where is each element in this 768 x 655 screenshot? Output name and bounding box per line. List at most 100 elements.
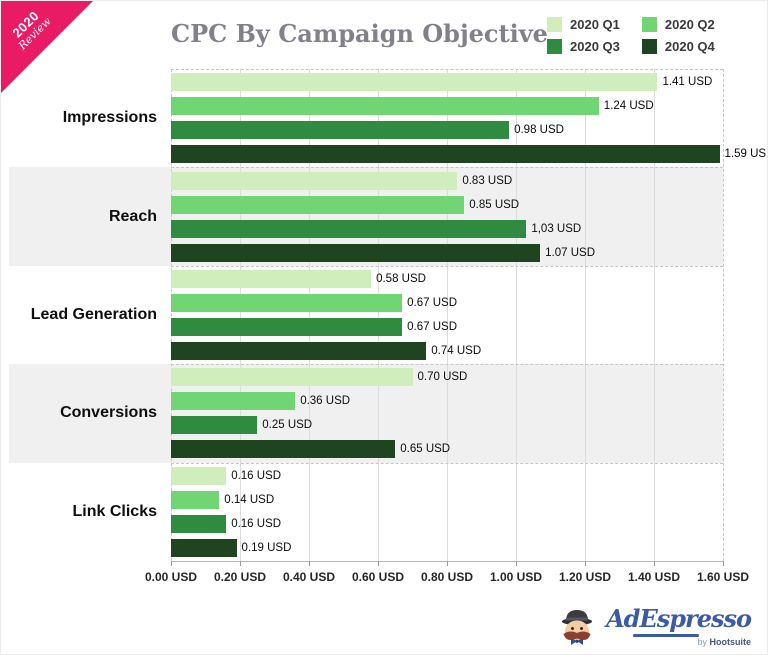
gridline <box>585 69 586 561</box>
axis-tick <box>309 561 310 566</box>
chart-title: CPC By Campaign Objective <box>171 19 548 48</box>
gridline <box>309 69 310 561</box>
bar-value-label: 0.74 USD <box>431 345 482 358</box>
axis-tick-label: 0.40 USD <box>282 570 336 584</box>
bar-value-label: 0.36 USD <box>300 395 351 408</box>
category-label: Impressions <box>62 109 157 127</box>
bar-value-label: 0.16 USD <box>231 469 282 482</box>
axis-tick-label: 0.20 USD <box>213 570 267 584</box>
bar-value-label: 0.67 USD <box>407 321 457 334</box>
axis-tick <box>585 561 586 566</box>
bar-2020-q2 <box>171 195 465 214</box>
gridline <box>723 69 724 561</box>
bar-row: 0.25 USD <box>171 416 723 435</box>
bar-2020-q4 <box>171 538 237 557</box>
bar-value-label: 0.58 USD <box>376 273 426 286</box>
bar-row: 1.07 USD <box>171 243 723 262</box>
bar-row: 0.98 USD <box>171 121 723 140</box>
bar-value-label: 1.59 USD <box>724 148 767 161</box>
bar-2020-q4 <box>171 342 427 361</box>
adespresso-wordmark: AdEspresso <box>606 604 752 633</box>
bar-group: 0.83 USD 0.85 USD 1,03 USD 1.07 USD <box>171 167 723 265</box>
axis-tick-label: 1.60 USD <box>696 570 750 584</box>
bar-row: 0.65 USD <box>171 440 723 459</box>
legend: 2020 Q1 2020 Q2 2020 Q3 2020 Q4 <box>547 17 715 54</box>
bar-row: 0.36 USD <box>171 392 723 411</box>
bar-2020-q2 <box>171 294 403 313</box>
bar-value-label: 1.07 USD <box>545 246 595 259</box>
bar-value-label: 0.67 USD <box>407 297 457 310</box>
bar-2020-q3 <box>171 318 403 337</box>
bar-2020-q3 <box>171 219 527 238</box>
bar-row: 0.85 USD <box>171 195 723 214</box>
plot-gridlines <box>171 69 724 561</box>
bar-2020-q1 <box>171 73 658 92</box>
bar-row: 1.41 USD <box>171 73 723 92</box>
bar-value-label: 1.24 USD <box>603 100 654 113</box>
axis-tick <box>240 561 241 566</box>
adespresso-mascot-icon <box>562 610 593 645</box>
bar-group: 1.41 USD 1.24 USD 0.98 USD 1.59 USD <box>171 69 767 167</box>
axis-tick <box>516 561 517 566</box>
bar-row: 0.74 USD <box>171 342 723 361</box>
axis-tick <box>378 561 379 566</box>
bar-row: 0.67 USD <box>171 318 723 337</box>
legend-swatch <box>641 17 657 32</box>
axis-tick-label: 1.20 USD <box>558 570 612 584</box>
x-axis-labels: 0.00 USD 0.20 USD 0.40 USD 0.60 USD 0.80 USD… <box>145 570 749 586</box>
category-label: Conversions <box>60 404 157 422</box>
brand-footer: AdEspresso by Hootsuite <box>557 604 752 647</box>
axis-tick-label: 0.60 USD <box>351 570 405 584</box>
bar-2020-q2 <box>171 392 296 411</box>
brand-text-block: AdEspresso by Hootsuite <box>606 604 752 647</box>
byline-prefix: by <box>697 637 707 647</box>
legend-item: 2020 Q3 <box>547 39 620 54</box>
gridline <box>516 69 517 561</box>
legend-item: 2020 Q4 <box>641 39 715 54</box>
category-group: Lead Generation 0.58 USD 0.67 USD 0.67 USD 0… <box>1 265 767 364</box>
category-group: Reach 0.83 USD 0.85 USD 1,03 USD 1.07 USD <box>1 167 767 265</box>
category-group: Conversions 0.70 USD 0.36 USD 0.25 USD 0.65 … <box>1 364 767 462</box>
group-separator <box>171 265 723 267</box>
bar-row: 0.58 USD <box>171 270 723 289</box>
axis-tick-label: 1.40 USD <box>627 570 681 584</box>
bar-2020-q4 <box>171 243 541 262</box>
bar-row: 0.83 USD <box>171 171 723 190</box>
legend-label: 2020 Q4 <box>664 39 715 54</box>
bar-row: 0.67 USD <box>171 294 723 313</box>
bar-value-label: 0.65 USD <box>400 443 451 456</box>
wordmark-underline <box>633 634 699 637</box>
bar-2020-q1 <box>171 270 372 289</box>
category-label: Link Clicks <box>72 502 157 520</box>
bar-row: 0.16 USD <box>171 466 723 485</box>
bar-value-label: 0.70 USD <box>417 371 468 384</box>
bar-row: 1.24 USD <box>171 97 723 116</box>
category-group: Link Clicks 0.16 USD 0.14 USD 0.16 USD 0.19 … <box>1 462 767 561</box>
gridline <box>447 69 448 561</box>
bar-row: 1,03 USD <box>171 219 723 238</box>
axis-tick-label: 0.00 USD <box>144 570 198 584</box>
axis-tick <box>171 561 172 566</box>
group-separator <box>171 364 723 366</box>
bar-value-label: 0.16 USD <box>231 517 282 530</box>
bar-2020-q2 <box>171 490 220 509</box>
bar-row: 0.16 USD <box>171 514 723 533</box>
legend-swatch <box>547 39 562 54</box>
bar-row: 0.14 USD <box>171 490 723 509</box>
bar-value-label: 0.19 USD <box>241 541 292 554</box>
axis-tick-label: 1.00 USD <box>489 570 543 584</box>
axis-tick-label: 0.80 USD <box>420 570 474 584</box>
category-label: Lead Generation <box>30 306 157 324</box>
gridline <box>378 69 379 561</box>
group-separator <box>171 69 723 70</box>
category-label: Reach <box>108 207 157 225</box>
hootsuite-label: Hootsuite <box>709 637 752 647</box>
bar-2020-q3 <box>171 416 258 435</box>
legend-swatch <box>547 17 562 32</box>
axis-tick <box>654 561 655 566</box>
bar-value-label: 1.41 USD <box>662 76 713 89</box>
ribbon-text: 2020 Review <box>1 1 78 76</box>
bar-2020-q3 <box>171 121 510 140</box>
legend-label: 2020 Q3 <box>570 39 620 54</box>
gridline <box>654 69 655 561</box>
